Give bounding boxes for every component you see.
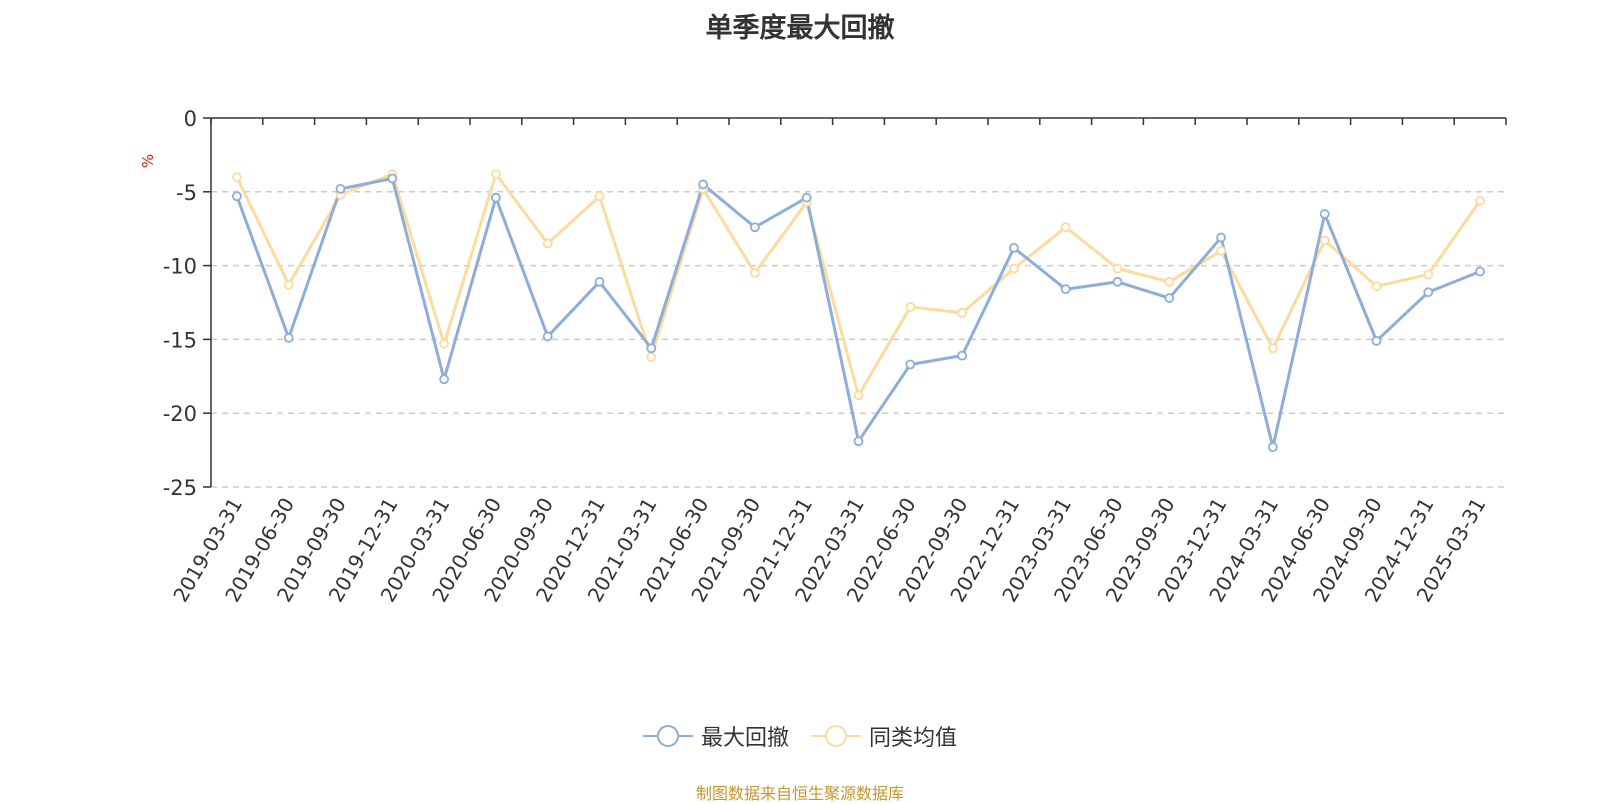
point-series-0-15[interactable] (1009, 242, 1019, 253)
point-series-0-21[interactable] (1319, 209, 1330, 219)
series (231, 169, 1485, 453)
point-series-0-1[interactable] (283, 333, 294, 343)
legend-marker-series-0 (642, 725, 693, 747)
point-series-1-1[interactable] (283, 279, 294, 290)
y-tick-label-4: -20 (163, 402, 197, 426)
point-series-0-11[interactable] (801, 192, 812, 203)
point-series-1-20[interactable] (1268, 343, 1278, 354)
y-axis-label: % (139, 154, 157, 168)
point-series-0-22[interactable] (1371, 335, 1382, 346)
point-series-1-14[interactable] (957, 307, 967, 318)
point-series-1-23[interactable] (1423, 269, 1434, 280)
point-series-0-6[interactable] (542, 331, 553, 342)
point-series-1-22[interactable] (1371, 281, 1382, 292)
point-series-1-5[interactable] (490, 169, 501, 179)
point-series-0-17[interactable] (1112, 276, 1123, 287)
point-series-0-5[interactable] (490, 192, 501, 203)
point-series-0-20[interactable] (1268, 442, 1278, 453)
point-series-0-23[interactable] (1423, 287, 1434, 298)
point-series-0-2[interactable] (335, 183, 346, 194)
y-tick-label-0: 0 (184, 107, 197, 131)
point-series-0-10[interactable] (750, 222, 760, 233)
point-series-0-7[interactable] (594, 276, 605, 287)
y-tick-label-3: -15 (163, 328, 197, 352)
source-note: 制图数据来自恒生聚源数据库 (695, 784, 904, 803)
point-series-0-8[interactable] (646, 343, 657, 354)
point-series-0-18[interactable] (1164, 293, 1175, 303)
point-series-1-0[interactable] (231, 172, 242, 182)
legend-marker-series-1 (811, 725, 861, 747)
axes (203, 117, 1507, 488)
y-tick-label-1: -5 (176, 181, 197, 205)
point-series-1-16[interactable] (1060, 222, 1071, 233)
point-series-0-12[interactable] (853, 436, 864, 447)
series-line-0 (235, 177, 1481, 449)
point-series-0-13[interactable] (905, 359, 916, 370)
point-series-0-4[interactable] (439, 374, 450, 385)
y-tick-label-5: -25 (163, 476, 197, 500)
point-series-1-15[interactable] (1009, 263, 1019, 274)
point-series-0-24[interactable] (1475, 266, 1485, 277)
y-tick-labels: 0 -5 -10 -15 -20 -25 (163, 107, 197, 500)
point-series-1-7[interactable] (594, 191, 605, 202)
point-series-1-19[interactable] (1216, 245, 1226, 256)
point-series-0-14[interactable] (957, 350, 967, 361)
point-series-0-3[interactable] (387, 173, 398, 184)
point-series-0-16[interactable] (1060, 284, 1071, 295)
point-series-1-13[interactable] (905, 302, 916, 312)
chart-title: 单季度最大回撤 (705, 13, 895, 44)
series-line-1 (235, 172, 1482, 397)
point-series-1-17[interactable] (1112, 263, 1123, 274)
point-series-1-21[interactable] (1319, 235, 1330, 246)
legend-item-series-1[interactable]: 同类均值 (811, 720, 957, 752)
point-series-1-6[interactable] (542, 238, 553, 249)
point-series-0-9[interactable] (698, 179, 708, 190)
point-series-1-8[interactable] (646, 352, 657, 363)
point-series-1-12[interactable] (853, 390, 864, 401)
point-series-1-4[interactable] (439, 338, 450, 349)
grid-lines (211, 191, 1506, 488)
point-series-1-18[interactable] (1164, 276, 1175, 287)
legend-label-series-0: 最大回撤 (700, 726, 789, 751)
x-tick-labels: 2019-03-312019-06-302019-09-302019-12-31… (168, 493, 1490, 606)
point-series-1-24[interactable] (1475, 195, 1485, 206)
legend-label-series-1: 同类均值 (869, 726, 958, 751)
point-series-0-0[interactable] (231, 191, 242, 202)
point-series-0-19[interactable] (1216, 232, 1226, 243)
legend: 最大回撤 同类均值 (0, 720, 1600, 752)
y-tick-label-2: -10 (163, 255, 197, 279)
legend-item-series-0[interactable]: 最大回撤 (642, 720, 789, 752)
point-series-1-10[interactable] (750, 268, 760, 278)
